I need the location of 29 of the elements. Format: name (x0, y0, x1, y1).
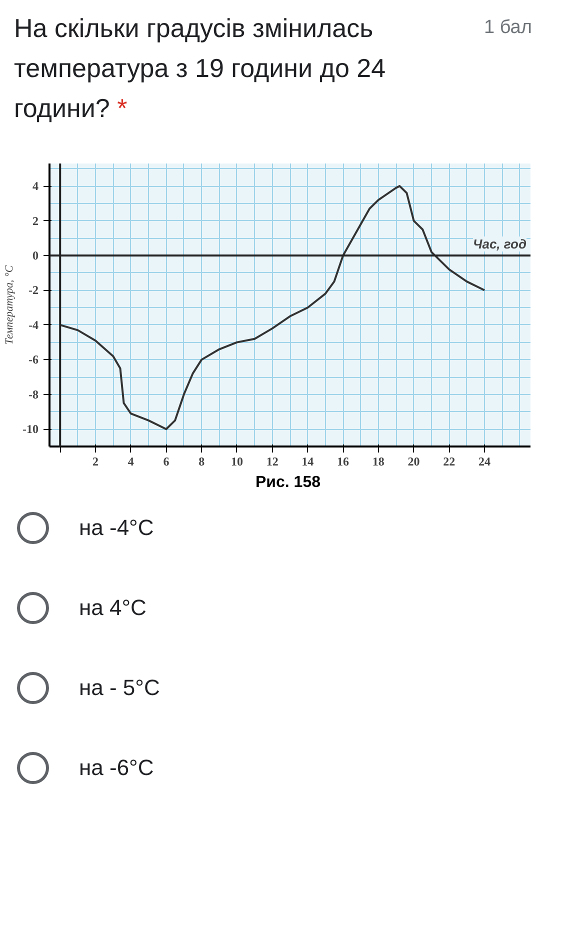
text: на -4°C (78, 514, 154, 542)
y-axis-title: Температура, °С (4, 264, 16, 345)
x-tick-label: 4 (128, 454, 134, 468)
y-tick-label: -2 (28, 283, 39, 298)
y-tick-label: -10 (22, 422, 39, 436)
x-tick-label: 2 (92, 454, 98, 468)
y-tick-label: 2 (32, 214, 38, 228)
x-tick-label: 18 (372, 454, 384, 468)
y-tick-label: 0 (32, 248, 38, 263)
x-tick-label: 8 (198, 454, 205, 468)
y-tick-label: 4 (32, 179, 38, 194)
y-tick-label: -8 (28, 387, 39, 402)
x-tick-label: 14 (302, 454, 314, 468)
x-axis-title: Час, год (473, 236, 527, 252)
x-tick-label: 22 (443, 454, 456, 468)
x-tick-label: 20 (408, 454, 420, 468)
x-tick-label: 10 (230, 454, 243, 468)
text: на 4°C (78, 594, 146, 622)
text: Рис. 158 (254, 473, 322, 493)
x-tick-label: 16 (337, 454, 350, 468)
text: на - 5°C (78, 674, 160, 702)
x-tick-label: 12 (266, 454, 278, 468)
text: на -6°C (78, 754, 154, 782)
x-tick-label: 6 (163, 454, 170, 468)
text: 1 бал (484, 16, 532, 40)
y-tick-label: -4 (28, 318, 39, 332)
x-tick-label: 24 (478, 454, 491, 468)
text: * (117, 93, 128, 123)
y-tick-label: -6 (28, 352, 39, 367)
